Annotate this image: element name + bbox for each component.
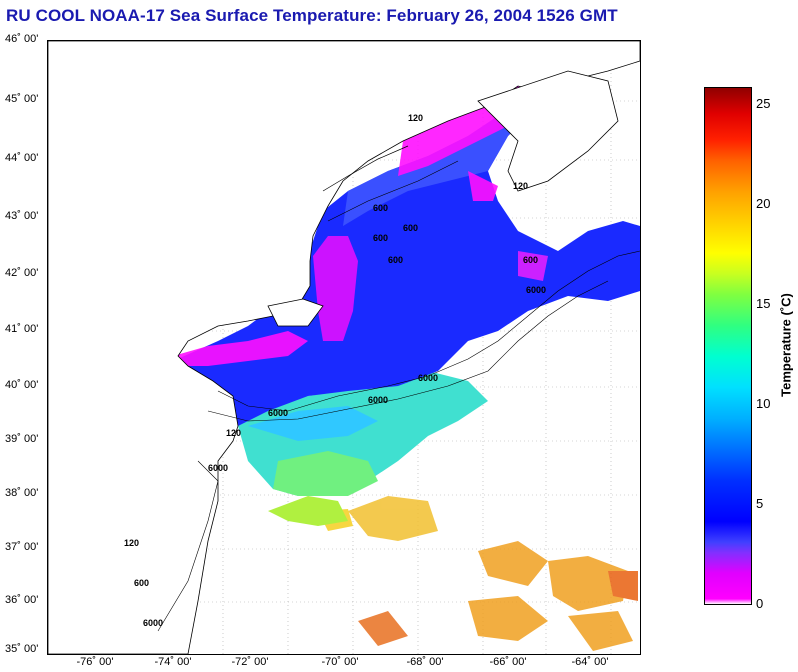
lon-label: -76˚ 00'	[76, 656, 114, 668]
sst-map: 600 600 600 600 600 6000 6000 6000 6000 …	[47, 40, 641, 655]
contour-label: 6000	[418, 373, 438, 383]
contour-label: 120	[513, 181, 528, 191]
contour-label: 120	[124, 538, 139, 548]
lat-label: 38˚ 00'	[5, 487, 39, 499]
warm-patches	[318, 496, 638, 651]
lon-label: -74˚ 00'	[154, 656, 192, 668]
colorbar-label: Temperature (˚C)	[778, 293, 794, 397]
lat-label: 45˚ 00'	[5, 93, 39, 105]
lon-label: -64˚ 00'	[571, 656, 609, 668]
contour-label: 600	[523, 255, 538, 265]
contour-label: 600	[403, 223, 418, 233]
lat-label: 40˚ 00'	[5, 379, 39, 391]
lon-label: -70˚ 00'	[321, 656, 359, 668]
sst-map-canvas: 600 600 600 600 600 6000 6000 6000 6000 …	[48, 41, 640, 654]
temperature-colorbar	[704, 87, 752, 605]
colorbar-tick: 0	[756, 596, 764, 611]
lat-label: 36˚ 00'	[5, 594, 39, 606]
lat-label: 44˚ 00'	[5, 152, 39, 164]
contour-label: 6000	[268, 408, 288, 418]
colorbar-tick: 5	[756, 496, 764, 511]
lat-label: 37˚ 00'	[5, 541, 39, 553]
bathymetry-contours	[157, 160, 640, 632]
contour-label: 6000	[526, 285, 546, 295]
contour-label: 6000	[143, 618, 163, 628]
colorbar-tick: 25	[756, 96, 771, 111]
lat-label: 43˚ 00'	[5, 210, 39, 222]
colorbar-tick: 20	[756, 196, 771, 211]
contour-label: 120	[226, 428, 241, 438]
contour-label: 6000	[208, 463, 228, 473]
contour-labels: 600 600 600 600 600 6000 6000 6000 6000 …	[124, 113, 546, 628]
colorbar-tick: 10	[756, 396, 771, 411]
contour-label: 600	[388, 255, 403, 265]
map-title: RU COOL NOAA-17 Sea Surface Temperature:…	[6, 6, 618, 25]
contour-label: 120	[408, 113, 423, 123]
lat-label: 42˚ 00'	[5, 267, 39, 279]
contour-label: 600	[373, 233, 388, 243]
colorbar-tick: 15	[756, 296, 771, 311]
lat-label: 46˚ 00'	[5, 33, 39, 45]
lat-label: 35˚ 00'	[5, 643, 39, 655]
lon-label: -72˚ 00'	[231, 656, 269, 668]
contour-label: 600	[134, 578, 149, 588]
contour-label: 600	[373, 203, 388, 213]
lat-label: 39˚ 00'	[5, 433, 39, 445]
lon-label: -66˚ 00'	[489, 656, 527, 668]
contour-label: 6000	[368, 395, 388, 405]
lon-label: -68˚ 00'	[406, 656, 444, 668]
lat-label: 41˚ 00'	[5, 323, 39, 335]
